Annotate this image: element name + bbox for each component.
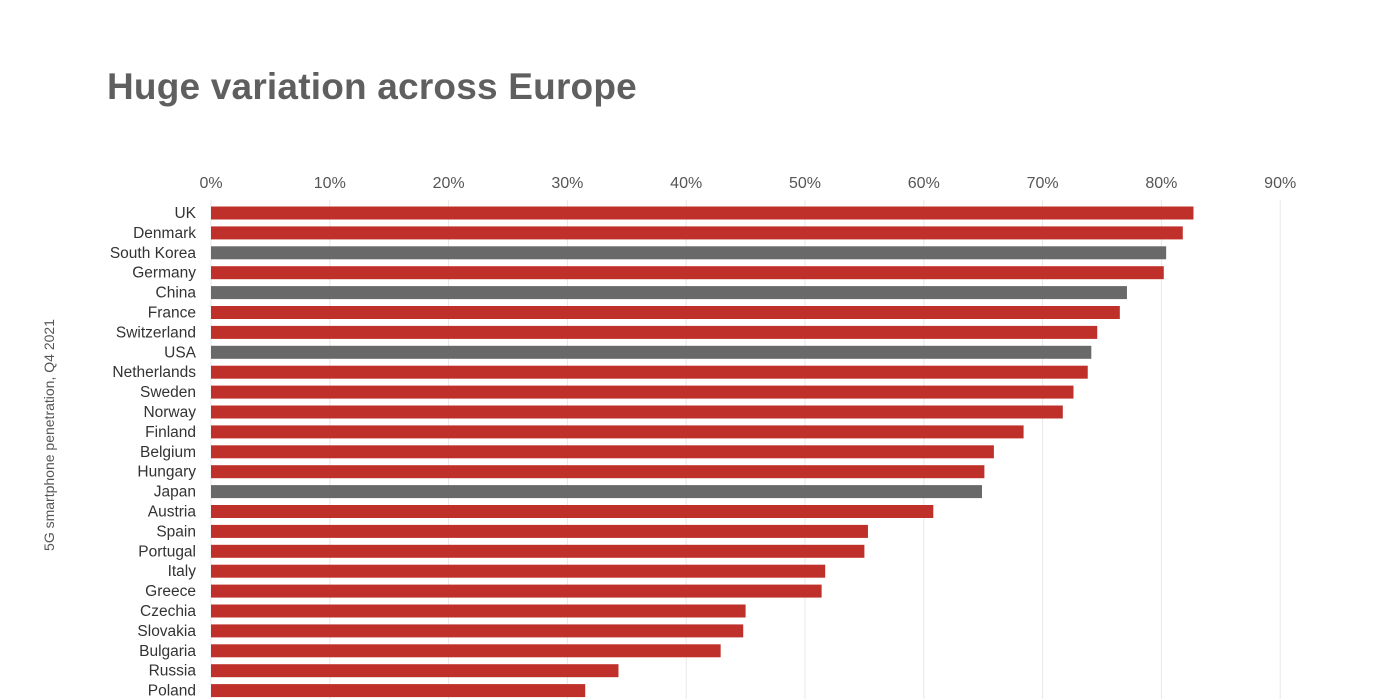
category-label: Hungary xyxy=(137,464,196,481)
bar-germany xyxy=(211,266,1164,280)
bar-slovakia xyxy=(211,624,744,638)
category-label: Austria xyxy=(148,504,197,521)
bar-russia xyxy=(211,664,619,678)
category-labels: UK Denmark South Korea Germany China France Sw… xyxy=(110,205,197,699)
bar-denmark xyxy=(211,226,1183,240)
bar-italy xyxy=(211,564,826,578)
category-label: Switzerland xyxy=(116,324,196,341)
bar-belgium xyxy=(211,445,994,459)
category-label: Belgium xyxy=(140,444,196,461)
x-tick-label: 80% xyxy=(1145,175,1177,192)
category-label: Netherlands xyxy=(112,364,196,381)
bar-spain xyxy=(211,524,868,538)
y-axis-title: 5G smartphone penetration, Q4 2021 xyxy=(41,319,57,551)
bar-china xyxy=(211,286,1127,300)
category-label: Denmark xyxy=(133,225,196,242)
category-label: Sweden xyxy=(140,384,196,401)
bars xyxy=(211,206,1194,698)
bar-japan xyxy=(211,485,983,499)
category-label: Russia xyxy=(149,663,197,680)
category-label: Portugal xyxy=(138,543,196,560)
category-label: Spain xyxy=(156,523,196,540)
bar-norway xyxy=(211,405,1063,419)
bar-uk xyxy=(211,206,1194,220)
bar-poland xyxy=(211,684,586,698)
x-tick-label: 10% xyxy=(314,175,346,192)
bar-portugal xyxy=(211,544,865,558)
bar-netherlands xyxy=(211,365,1088,379)
category-label: USA xyxy=(164,344,197,361)
x-tick-label: 20% xyxy=(433,175,465,192)
bar-sweden xyxy=(211,385,1074,399)
category-label: Germany xyxy=(132,265,196,282)
bar-bulgaria xyxy=(211,644,721,658)
category-label: South Korea xyxy=(110,245,197,262)
category-label: Slovakia xyxy=(137,623,196,640)
x-tick-label: 60% xyxy=(908,175,940,192)
category-label: Greece xyxy=(145,583,196,600)
category-label: Finland xyxy=(145,424,196,441)
x-axis-ticks: 0% 10% 20% 30% 40% 50% 60% 70% 80% 90% xyxy=(199,175,1296,192)
category-label: China xyxy=(156,285,197,302)
bar-greece xyxy=(211,584,822,598)
category-label: France xyxy=(148,305,196,322)
category-label: Norway xyxy=(143,404,196,421)
x-tick-label: 40% xyxy=(670,175,702,192)
category-label: Japan xyxy=(154,484,196,501)
bar-czechia xyxy=(211,604,746,618)
bar-finland xyxy=(211,425,1024,439)
category-label: Bulgaria xyxy=(139,643,196,660)
bar-france xyxy=(211,306,1120,319)
x-tick-label: 90% xyxy=(1264,175,1296,192)
category-label: UK xyxy=(174,205,196,222)
bar-usa xyxy=(211,345,1092,359)
bar-south-korea xyxy=(211,246,1167,260)
category-label: Czechia xyxy=(140,603,196,620)
x-tick-label: 70% xyxy=(1027,175,1059,192)
category-label: Italy xyxy=(168,563,197,580)
x-tick-label: 0% xyxy=(199,175,222,192)
bar-hungary xyxy=(211,465,985,479)
chart-title: Huge variation across Europe xyxy=(107,66,637,107)
x-tick-label: 50% xyxy=(789,175,821,192)
category-label: Poland xyxy=(148,683,196,699)
x-tick-label: 30% xyxy=(551,175,583,192)
bar-switzerland xyxy=(211,325,1098,339)
bar-austria xyxy=(211,505,934,518)
